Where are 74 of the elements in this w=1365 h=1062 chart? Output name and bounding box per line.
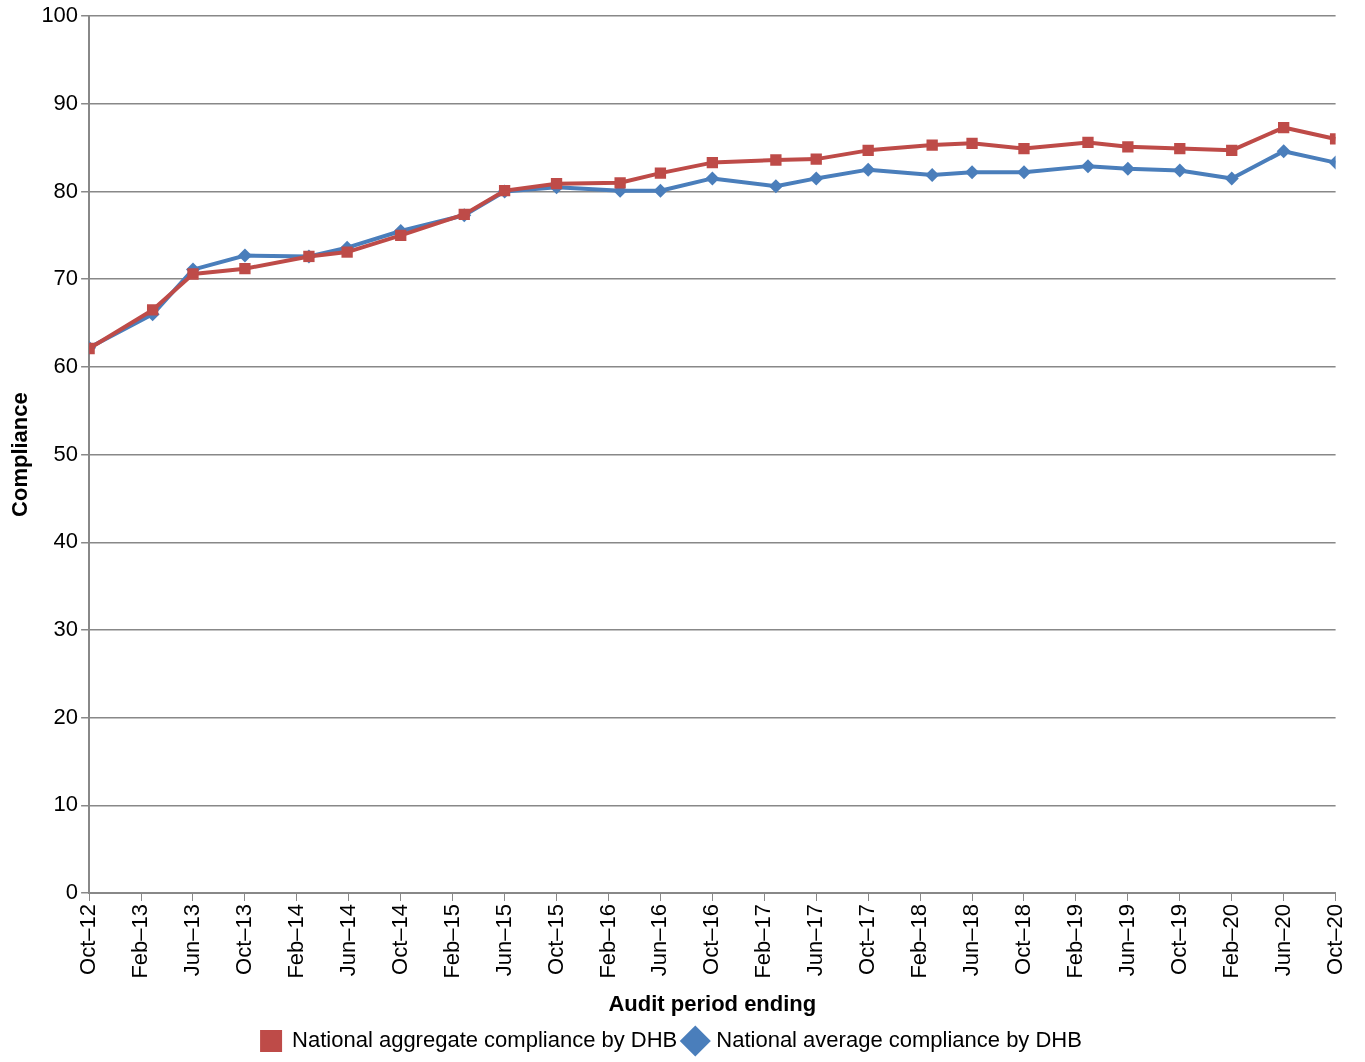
point	[809, 171, 824, 186]
point	[926, 139, 938, 151]
point	[966, 137, 978, 149]
point	[1120, 161, 1135, 176]
point	[341, 246, 353, 258]
point	[1226, 144, 1238, 157]
x-tick-label: Feb–16	[594, 903, 620, 979]
point	[1016, 165, 1031, 180]
y-tick-label: 20	[53, 703, 79, 729]
y-tick-label: 30	[53, 616, 79, 642]
point	[965, 165, 980, 180]
point	[614, 177, 626, 189]
point	[862, 144, 874, 157]
point	[237, 248, 252, 263]
x-tick-label: Jun–15	[490, 903, 516, 977]
y-tick-label: 90	[53, 89, 79, 115]
x-tick-label: Oct–17	[854, 903, 880, 975]
legend-label: National average compliance by DHB	[716, 1027, 1082, 1053]
x-tick-label: Oct–14	[386, 903, 412, 975]
x-tick-label: Jun–13	[179, 903, 205, 977]
y-tick-label: 70	[53, 265, 79, 291]
y-tick-label: 10	[53, 791, 79, 817]
x-tick-label: Oct–12	[75, 903, 101, 975]
x-tick-label: Jun–20	[1269, 903, 1295, 977]
point	[706, 156, 719, 169]
x-tick-label: Jun–16	[646, 903, 672, 977]
x-tick-label: Oct–15	[542, 903, 568, 975]
y-tick-label: 100	[41, 2, 79, 28]
x-tick-label: Feb–13	[127, 903, 153, 979]
y-tick-label: 50	[53, 440, 79, 466]
legend-label: National aggregate compliance by DHB	[292, 1027, 678, 1053]
point	[1224, 171, 1239, 186]
point	[1278, 121, 1290, 134]
x-tick-label: Jun–19	[1113, 903, 1139, 977]
point	[1174, 142, 1186, 155]
point	[770, 154, 782, 166]
x-tick-label: Oct–16	[698, 903, 724, 975]
x-tick-label: Feb–18	[906, 903, 932, 979]
point	[768, 179, 783, 194]
point	[1018, 142, 1030, 155]
point	[810, 153, 822, 165]
point	[654, 167, 667, 179]
x-tick-label: Feb–14	[282, 903, 308, 979]
y-tick-label: 60	[53, 352, 79, 378]
point	[1080, 159, 1095, 174]
x-tick-label: Oct–13	[230, 903, 256, 975]
point	[1082, 136, 1094, 149]
point	[550, 178, 563, 190]
x-tick-label: Jun–18	[958, 903, 984, 977]
y-axis-title: Compliance	[7, 392, 33, 517]
point	[1172, 163, 1187, 178]
point	[146, 304, 159, 316]
x-tick-label: Feb–17	[750, 903, 776, 979]
y-tick-label: 0	[65, 879, 79, 905]
point	[395, 229, 407, 242]
y-tick-label: 80	[53, 177, 79, 203]
point	[705, 171, 720, 186]
point	[239, 263, 251, 275]
x-axis-title: Audit period ending	[608, 990, 817, 1016]
y-tick-label: 40	[53, 528, 79, 554]
point	[1122, 141, 1134, 153]
x-tick-label: Jun–14	[334, 903, 360, 977]
point	[1276, 144, 1291, 159]
point	[653, 183, 668, 198]
x-tick-label: Oct–19	[1165, 903, 1191, 975]
x-tick-label: Oct–20	[1321, 903, 1347, 975]
x-tick-label: Feb–20	[1217, 903, 1243, 979]
point	[925, 167, 940, 182]
point	[861, 162, 876, 177]
x-tick-label: Feb–19	[1061, 903, 1087, 979]
point	[187, 268, 199, 280]
x-tick-label: Feb–15	[438, 903, 464, 979]
x-tick-label: Oct–18	[1010, 903, 1036, 975]
x-tick-label: Jun–17	[802, 903, 828, 977]
